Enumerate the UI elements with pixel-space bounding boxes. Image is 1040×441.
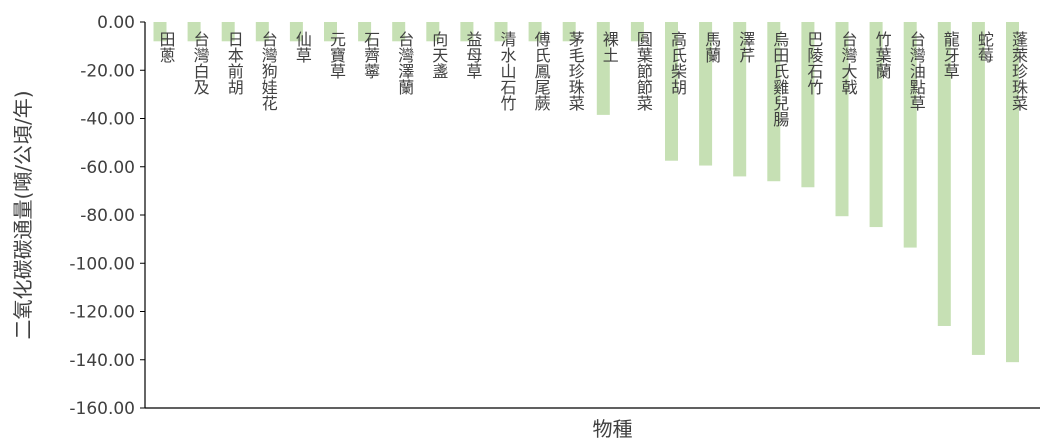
bar — [562, 22, 576, 42]
bar — [971, 22, 985, 355]
y-tick-label: -140.00 — [69, 351, 135, 371]
category-label: 高氏柴胡 — [668, 31, 687, 96]
category-labels: 田蔥 台灣白及 日本前胡 台灣狗娃花 仙草 元寶草 石薺薴 台灣澤蘭 向天盞 益母草 清水山石竹 傅氏… — [157, 31, 1029, 128]
category-label: 清水山石竹 — [498, 31, 517, 112]
category-label: 石薺薴 — [361, 31, 380, 79]
bar — [869, 22, 883, 228]
category-label: 田蔥 — [157, 31, 176, 63]
bar-series — [153, 22, 1019, 363]
bar — [630, 22, 644, 42]
y-axis-ticks: 0.00 -20.00 -40.00 -60.00 -80.00 -100.00 -120.… — [69, 13, 145, 419]
y-tick-label: -160.00 — [69, 399, 135, 419]
bar — [733, 22, 747, 177]
category-label: 台灣澤蘭 — [395, 31, 414, 95]
bar — [358, 22, 372, 42]
bar — [596, 22, 610, 115]
category-label: 澤芹 — [736, 31, 755, 63]
category-label: 日本前胡 — [225, 31, 244, 96]
category-label: 向天盞 — [429, 31, 448, 79]
category-label: 烏田氏雞兒腸 — [770, 31, 789, 128]
category-label: 台灣白及 — [191, 31, 210, 95]
category-label: 馬蘭 — [702, 31, 721, 63]
bar — [255, 22, 269, 42]
bar — [426, 22, 440, 42]
category-label: 蓬萊珍珠菜 — [1009, 31, 1028, 111]
y-tick-label: -40.00 — [80, 110, 135, 130]
bar — [1006, 22, 1019, 363]
y-tick-label: -20.00 — [80, 61, 135, 81]
y-tick-label: 0.00 — [97, 13, 135, 33]
category-label: 仙草 — [293, 31, 312, 63]
bar — [699, 22, 713, 166]
bar — [801, 22, 815, 188]
category-label: 台灣油點草 — [907, 31, 926, 111]
bar — [767, 22, 781, 182]
bar — [835, 22, 849, 217]
bar — [937, 22, 951, 326]
category-label: 竹葉蘭 — [873, 31, 892, 79]
category-label: 龍牙草 — [941, 31, 960, 79]
category-label: 圓葉節節菜 — [634, 31, 653, 111]
category-label: 台灣大戟 — [839, 31, 858, 96]
y-tick-label: -120.00 — [69, 303, 135, 323]
category-label: 益母草 — [463, 31, 482, 79]
y-tick-label: -100.00 — [69, 254, 135, 274]
bar — [460, 22, 474, 42]
category-label: 台灣狗娃花 — [259, 31, 278, 111]
category-label: 元寶草 — [327, 31, 346, 79]
bar — [153, 22, 167, 42]
category-label: 傅氏鳳尾蕨 — [532, 31, 551, 111]
bar — [221, 22, 235, 42]
bar — [494, 22, 508, 42]
bar — [289, 22, 303, 42]
bar — [187, 22, 201, 42]
y-axis-title: 二氧化碳碳通量(噸/公頃/年) — [11, 90, 35, 339]
bar — [903, 22, 917, 248]
bar — [392, 22, 406, 42]
category-label: 裸土 — [600, 31, 619, 63]
bar — [528, 22, 542, 42]
bar — [665, 22, 678, 161]
category-label: 蛇莓 — [975, 31, 994, 63]
bar — [324, 22, 337, 42]
x-axis-title: 物種 — [593, 417, 633, 441]
category-label: 巴陵石竹 — [804, 31, 823, 96]
y-tick-label: -60.00 — [80, 158, 135, 178]
y-tick-label: -80.00 — [80, 206, 135, 226]
category-label: 茅毛珍珠菜 — [566, 31, 585, 111]
